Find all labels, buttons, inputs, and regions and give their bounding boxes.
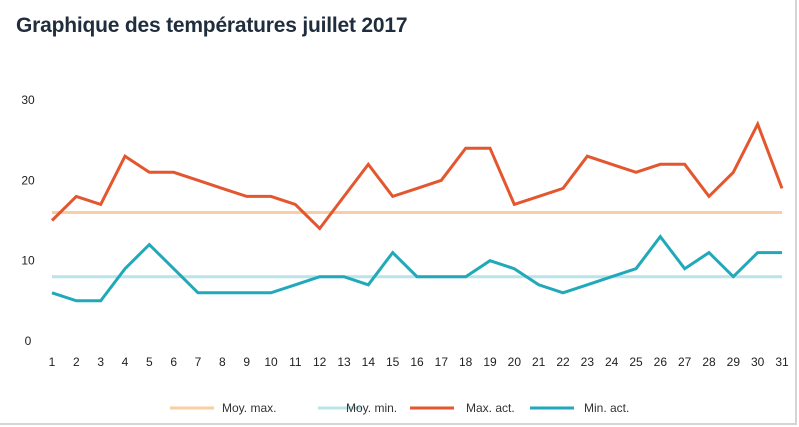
x-tick-label: 2	[73, 355, 80, 369]
x-tick-label: 4	[122, 355, 129, 369]
y-tick-label: 30	[21, 93, 35, 107]
x-tick-label: 13	[337, 355, 351, 369]
x-tick-label: 16	[410, 355, 424, 369]
legend-label-min-act: Min. act.	[584, 401, 629, 415]
x-tick-label: 5	[146, 355, 153, 369]
x-tick-label: 10	[264, 355, 278, 369]
x-tick-label: 18	[459, 355, 473, 369]
x-tick-label: 15	[386, 355, 400, 369]
x-tick-label: 22	[556, 355, 570, 369]
x-tick-label: 30	[751, 355, 765, 369]
x-tick-label: 29	[727, 355, 741, 369]
legend-label-moy-max: Moy. max.	[222, 401, 276, 415]
series-line-min-act	[51, 234, 782, 303]
series-line-max-act	[50, 120, 784, 231]
y-tick-label: 0	[25, 334, 32, 348]
x-tick-label: 6	[170, 355, 177, 369]
x-tick-label: 26	[654, 355, 668, 369]
x-tick-label: 23	[581, 355, 595, 369]
x-tick-label: 28	[702, 355, 716, 369]
x-tick-label: 25	[629, 355, 643, 369]
x-tick-label: 17	[435, 355, 449, 369]
x-tick-label: 9	[243, 355, 250, 369]
legend-label-max-act: Max. act.	[466, 401, 515, 415]
y-tick-label: 10	[21, 254, 35, 268]
x-tick-label: 7	[195, 355, 202, 369]
x-tick-label: 8	[219, 355, 226, 369]
x-tick-label: 21	[532, 355, 546, 369]
x-tick-label: 1	[49, 355, 56, 369]
x-tick-label: 20	[508, 355, 522, 369]
x-tick-label: 19	[483, 355, 497, 369]
x-tick-label: 27	[678, 355, 692, 369]
x-tick-label: 14	[362, 355, 376, 369]
x-tick-label: 11	[289, 355, 302, 369]
x-tick-label: 24	[605, 355, 619, 369]
x-tick-label: 3	[97, 355, 104, 369]
x-tick-label: 31	[775, 355, 789, 369]
x-tick-label: 12	[313, 355, 327, 369]
y-tick-label: 20	[21, 173, 35, 187]
chart-title: Graphique des températures juillet 2017	[16, 14, 408, 37]
legend-label-moy-min: Moy. min.	[346, 401, 397, 415]
